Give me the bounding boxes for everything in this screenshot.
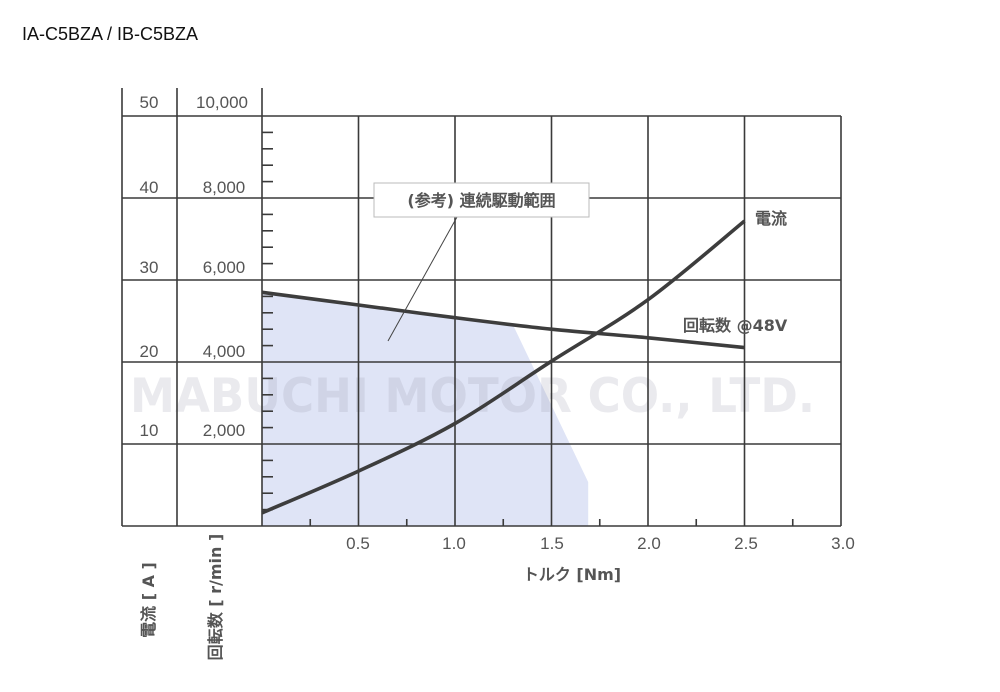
speed-tick-10000: 10,000 <box>196 93 248 112</box>
continuous-operation-region <box>262 292 589 526</box>
current-tick-labels: 50 40 30 20 10 <box>140 93 159 440</box>
current-tick-20: 20 <box>140 342 159 361</box>
x-tick-1.0: 1.0 <box>442 534 466 553</box>
region-leader-line <box>387 216 458 342</box>
x-axis-label: トルク [Nm] <box>523 565 621 584</box>
current-curve <box>261 219 746 515</box>
current-curve-label: 電流 <box>755 209 787 228</box>
x-tick-2.0: 2.0 <box>637 534 661 553</box>
current-tick-40: 40 <box>140 178 159 197</box>
watermark: MABUCHI MOTOR CO., LTD. <box>130 369 815 424</box>
x-tick-3.0: 3.0 <box>831 534 855 553</box>
speed-curve-label: 回転数 @48V <box>683 316 788 335</box>
x-tick-2.5: 2.5 <box>734 534 758 553</box>
x-tick-labels: 0.5 1.0 1.5 2.0 2.5 3.0 <box>346 534 855 553</box>
region-annotation-label: (参考) 連続駆動範囲 <box>407 191 555 210</box>
current-axis-label: 電流 [ A ] <box>139 562 158 638</box>
speed-tick-6000: 6,000 <box>203 258 246 277</box>
x-tick-1.5: 1.5 <box>540 534 564 553</box>
x-tick-0.5: 0.5 <box>346 534 370 553</box>
current-tick-10: 10 <box>140 421 159 440</box>
region-annotation-box <box>373 182 590 218</box>
speed-axis-label: 回転数 [ r/min ] <box>206 534 225 661</box>
speed-tick-8000: 8,000 <box>203 178 246 197</box>
speed-tick-2000: 2,000 <box>203 421 246 440</box>
speed-curve <box>261 290 745 350</box>
region-annotation: (参考) 連続駆動範囲 <box>373 182 590 218</box>
chart-title: IA-C5BZA / IB-C5BZA <box>22 24 198 44</box>
speed-tick-4000: 4,000 <box>203 342 246 361</box>
current-tick-50: 50 <box>140 93 159 112</box>
speed-tick-labels: 10,000 8,000 6,000 4,000 2,000 <box>196 93 248 440</box>
current-tick-30: 30 <box>140 258 159 277</box>
